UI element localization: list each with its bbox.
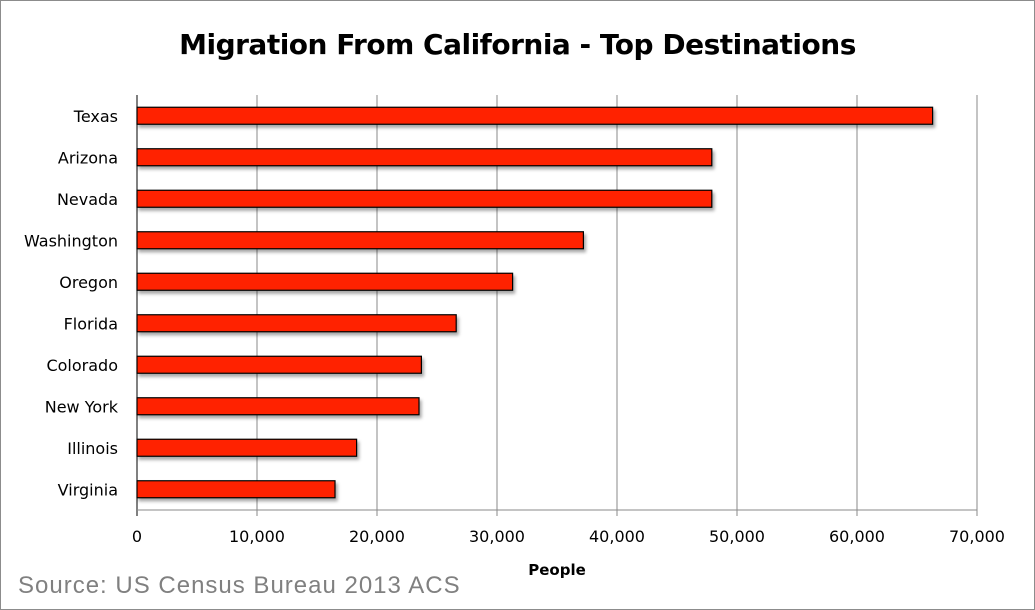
x-tick-label: 50,000	[709, 527, 765, 546]
category-label: Colorado	[46, 356, 118, 375]
category-label: Washington	[24, 231, 118, 250]
category-label: Oregon	[59, 273, 118, 292]
bar-arizona	[136, 148, 713, 167]
bar-virginia	[136, 480, 336, 499]
x-tick-label: 10,000	[229, 527, 285, 546]
x-tick-label: 60,000	[829, 527, 885, 546]
x-tick-label: 30,000	[469, 527, 525, 546]
bar-new-york	[136, 397, 420, 416]
x-tick-labels: 0 10,000 20,000 30,000 40,000 50,000 60,000 70,…	[132, 527, 1005, 546]
x-tick-label: 0	[132, 527, 142, 546]
chart-title: Migration From California - Top Destinat…	[179, 28, 856, 61]
bar-colorado	[136, 355, 422, 374]
category-labels: Texas Arizona Nevada Washington Oregon Florid…	[24, 107, 119, 500]
category-label: Nevada	[57, 190, 118, 209]
bar-florida	[136, 314, 457, 333]
bar-oregon	[136, 272, 514, 291]
bar-nevada	[136, 189, 713, 208]
category-label: Texas	[73, 107, 118, 126]
category-label: Florida	[64, 314, 118, 333]
category-label: Arizona	[58, 148, 118, 167]
bars	[136, 106, 934, 499]
bar-texas	[136, 106, 934, 125]
bar-illinois	[136, 438, 358, 457]
x-tick-label: 70,000	[949, 527, 1005, 546]
category-label: Illinois	[67, 439, 118, 458]
grid-lines	[136, 95, 978, 516]
x-axis-title: People	[528, 561, 586, 579]
bar-washington	[136, 231, 584, 250]
source-note: Source: US Census Bureau 2013 ACS	[18, 572, 461, 599]
category-label: Virginia	[58, 480, 118, 499]
x-tick-label: 20,000	[349, 527, 405, 546]
category-label: New York	[45, 397, 119, 416]
x-tick-label: 40,000	[589, 527, 645, 546]
